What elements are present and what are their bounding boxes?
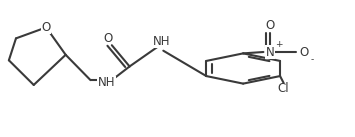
Text: +: +: [275, 40, 283, 49]
Text: Cl: Cl: [278, 82, 289, 95]
Text: O: O: [265, 19, 274, 32]
Text: NH: NH: [98, 76, 115, 89]
Text: -: -: [311, 55, 314, 64]
Text: O: O: [104, 32, 113, 45]
Text: N: N: [266, 45, 274, 58]
Text: O: O: [299, 45, 308, 58]
Text: O: O: [42, 21, 51, 34]
Text: NH: NH: [153, 35, 170, 48]
